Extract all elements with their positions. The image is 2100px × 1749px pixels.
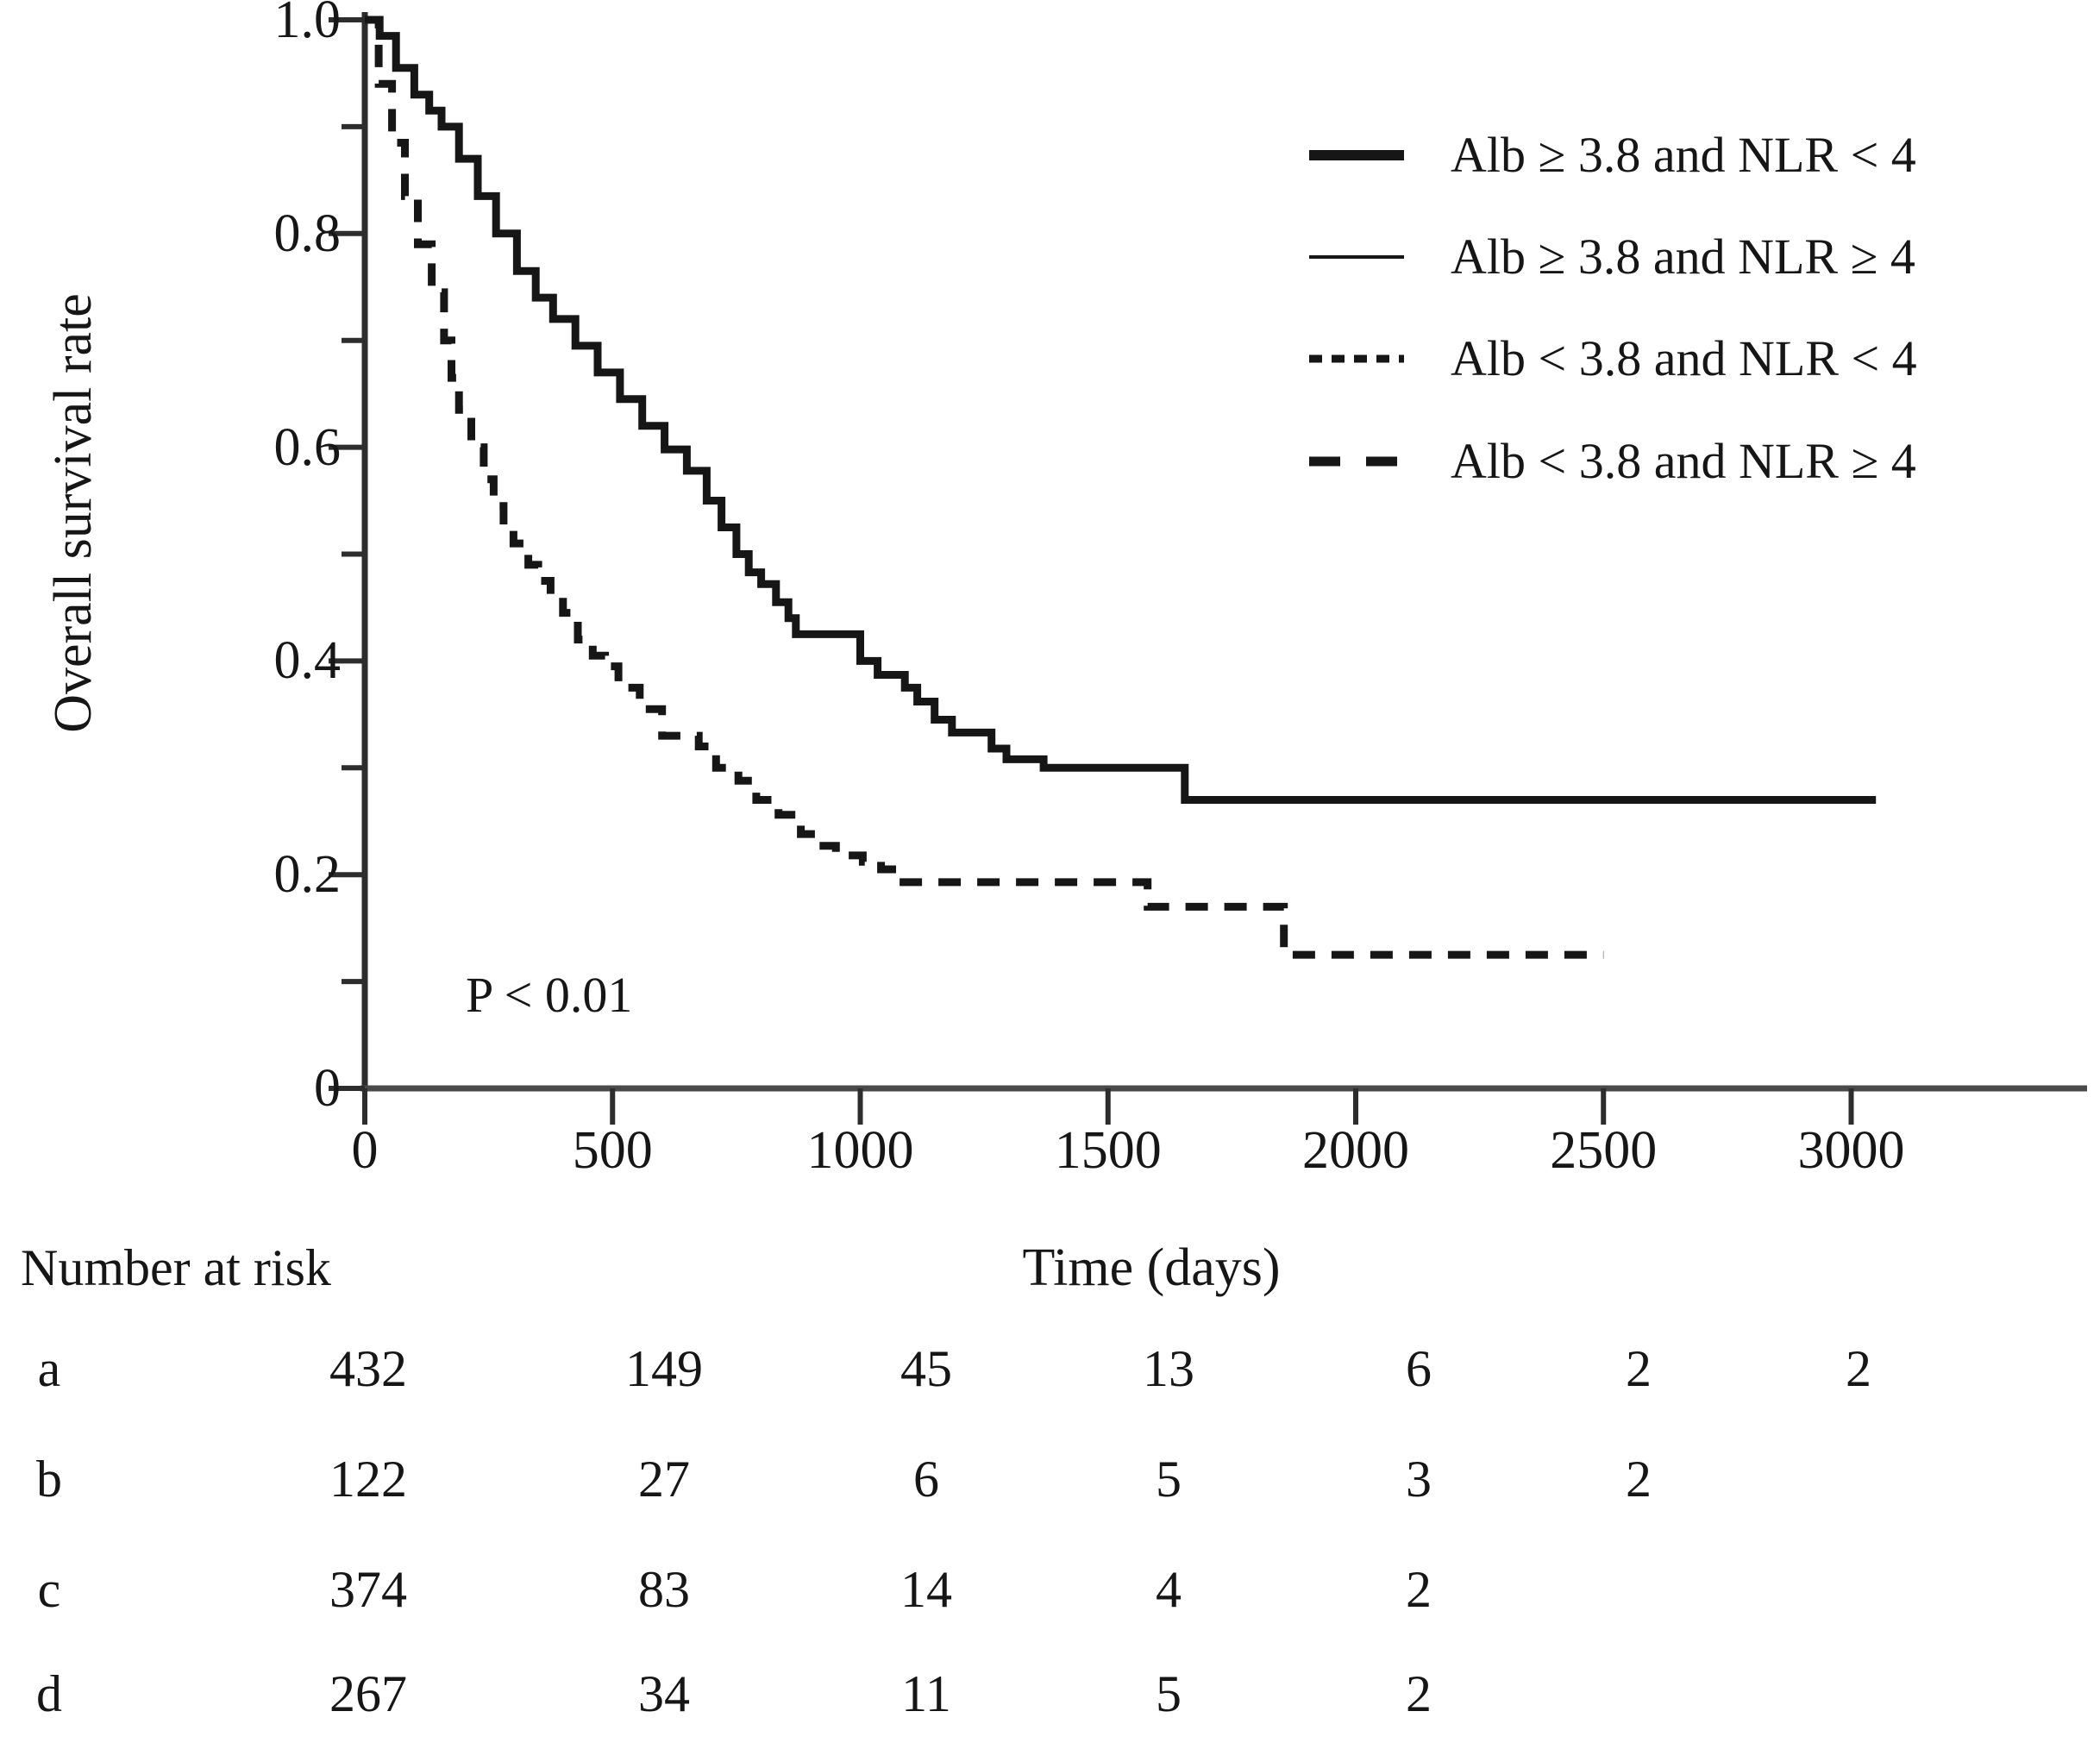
p-value-annotation: P < 0.01: [466, 967, 633, 1023]
risk-cell: 45: [900, 1340, 952, 1397]
survival-curve: [365, 16, 1604, 959]
risk-cell: 2: [1626, 1451, 1652, 1508]
legend-marker-line: [1309, 255, 1404, 259]
risk-cell: 6: [1406, 1340, 1432, 1397]
risk-cell: 34: [638, 1665, 690, 1722]
survival-curve: [365, 16, 1877, 804]
legend-marker-line: [1309, 354, 1404, 363]
risk-cell: 5: [1156, 1451, 1182, 1508]
risk-cell: 3: [1406, 1451, 1432, 1508]
legend-marker-line: [1309, 150, 1404, 160]
risk-cell: 11: [901, 1665, 951, 1722]
risk-cell: 5: [1156, 1665, 1182, 1722]
legend-item: Alb < 3.8 and NLR < 4: [1294, 320, 1917, 398]
y-tick-label: 0: [314, 1059, 341, 1118]
risk-row-label: c: [37, 1561, 61, 1618]
risk-cell: 27: [638, 1451, 690, 1508]
risk-cell: 83: [638, 1561, 690, 1618]
y-tick-label: 0.8: [273, 204, 342, 263]
number-at-risk-label: Number at risk: [21, 1239, 331, 1296]
risk-cell: 432: [329, 1340, 407, 1397]
x-tick-label: 1500: [1054, 1121, 1162, 1180]
risk-cell: 2: [1406, 1561, 1432, 1618]
x-tick-label: 2500: [1550, 1121, 1658, 1180]
risk-row-label: a: [37, 1340, 61, 1397]
x-tick-label: 1000: [806, 1121, 914, 1180]
y-tick-label: 1.0: [273, 0, 342, 49]
y-tick-label: 0.6: [273, 417, 342, 477]
legend-item-label: Alb < 3.8 and NLR < 4: [1451, 330, 1917, 386]
risk-row-label: d: [36, 1665, 62, 1722]
legend-marker-line: [1309, 456, 1404, 467]
y-axis-title: Overall survival rate: [44, 293, 103, 733]
risk-cell: 13: [1143, 1340, 1194, 1397]
risk-cell: 267: [329, 1665, 407, 1722]
x-tick-label: 0: [351, 1121, 379, 1180]
risk-cell: 149: [625, 1340, 703, 1397]
risk-row-label: b: [36, 1451, 62, 1508]
x-axis-title: Time (days): [1022, 1238, 1281, 1297]
legend-item-label: Alb ≥ 3.8 and NLR < 4: [1451, 127, 1916, 183]
risk-cell: 4: [1156, 1561, 1182, 1618]
x-tick-label: 500: [572, 1121, 653, 1180]
risk-cell: 14: [900, 1561, 952, 1618]
risk-cell: 6: [913, 1451, 939, 1508]
x-tick-label: 3000: [1797, 1121, 1905, 1180]
legend-item: Alb ≥ 3.8 and NLR < 4: [1294, 116, 1916, 194]
x-tick-label: 2000: [1302, 1121, 1409, 1180]
legend-item: Alb ≥ 3.8 and NLR ≥ 4: [1294, 218, 1915, 296]
risk-cell: 2: [1406, 1665, 1432, 1722]
y-tick-label: 0.4: [273, 631, 342, 691]
y-tick-label: 0.2: [273, 845, 342, 905]
risk-cell: 122: [329, 1451, 407, 1508]
legend-item-label: Alb < 3.8 and NLR ≥ 4: [1451, 433, 1916, 489]
legend-item: Alb < 3.8 and NLR ≥ 4: [1294, 423, 1916, 500]
legend-item-label: Alb ≥ 3.8 and NLR ≥ 4: [1451, 229, 1915, 285]
risk-cell: 2: [1626, 1340, 1652, 1397]
risk-cell: 374: [329, 1561, 407, 1618]
risk-cell: 2: [1846, 1340, 1871, 1397]
